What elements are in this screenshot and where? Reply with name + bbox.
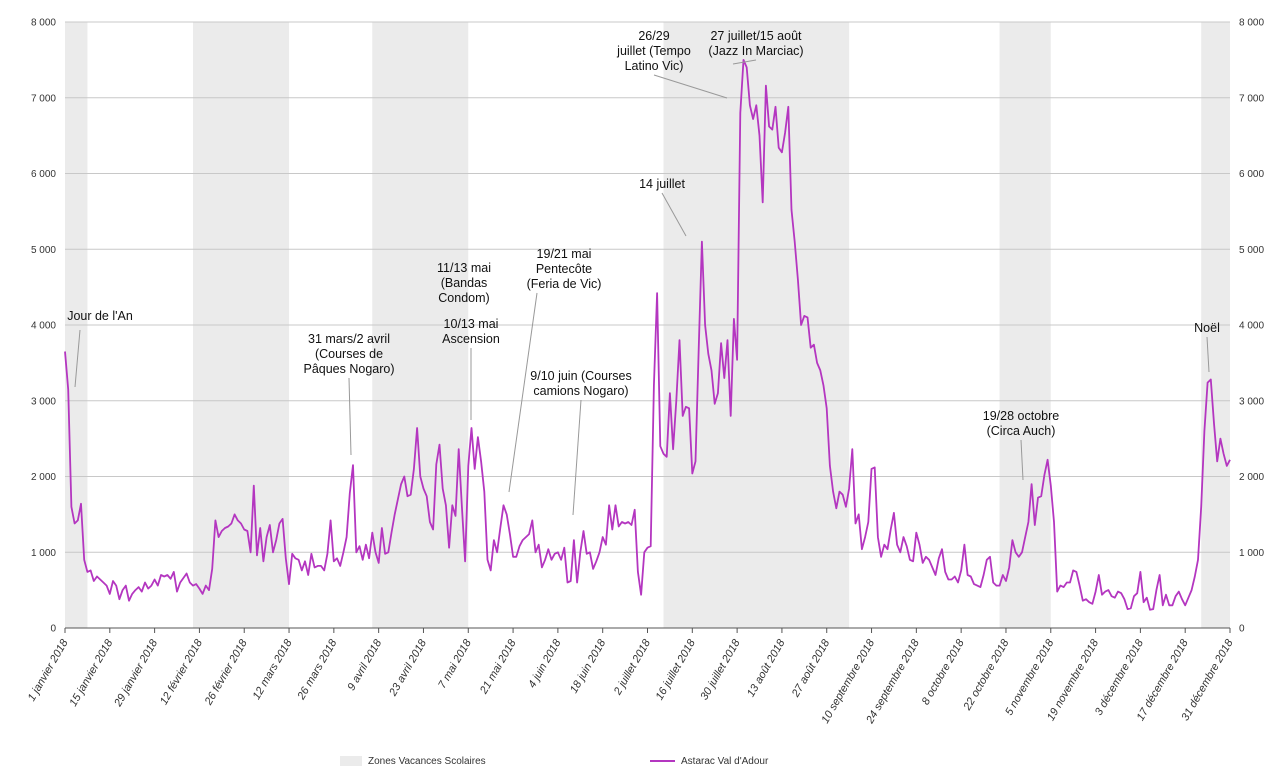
annotation-label: (Feria de Vic) <box>527 277 602 291</box>
x-tick-label: 26 mars 2018 <box>295 637 340 703</box>
series-line <box>64 59 1231 611</box>
x-tick-label: 15 janvier 2018 <box>67 637 115 709</box>
annotation-label: 9/10 juin (Courses <box>530 369 631 383</box>
x-tick-label: 23 avril 2018 <box>387 637 430 699</box>
annotation-label: (Jazz In Marciac) <box>708 44 803 58</box>
y-tick-label-right: 4 000 <box>1239 321 1264 332</box>
annotation-label: camions Nogaro) <box>533 384 628 398</box>
y-tick-label-right: 2 000 <box>1239 472 1264 483</box>
y-tick-label-right: 3 000 <box>1239 396 1264 407</box>
x-tick-label: 18 juin 2018 <box>568 637 609 696</box>
x-tick-label: 26 février 2018 <box>202 637 250 708</box>
x-tick-label: 30 juillet 2018 <box>698 637 743 703</box>
x-tick-label: 22 octobre 2018 <box>961 637 1012 713</box>
x-tick-label: 12 février 2018 <box>158 637 206 707</box>
annotation-label: Jour de l'An <box>67 309 133 323</box>
annotation-label: Ascension <box>442 332 500 346</box>
y-tick-label-right: 5 000 <box>1239 245 1264 256</box>
x-tick-label: 7 mai 2018 <box>436 637 474 691</box>
y-tick-label-right: 7 000 <box>1239 93 1264 104</box>
annotation-label: 11/13 mai <box>437 261 491 275</box>
x-tick-label: 5 novembre 2018 <box>1003 637 1057 718</box>
gridlines <box>65 21 1230 629</box>
y-tick-label: 4 000 <box>31 321 56 332</box>
x-tick-label: 29 janvier 2018 <box>112 637 161 710</box>
annotation: 19/28 octobre(Circa Auch) <box>983 409 1059 481</box>
annotations: Jour de l'An 31 mars/2 avril(Courses dePâ… <box>67 29 1220 516</box>
annotation-label: Noël <box>1194 321 1220 335</box>
y-tick-label-right: 8 000 <box>1239 18 1264 29</box>
y-tick-label-right: 1 000 <box>1239 548 1264 559</box>
annotation-label: Condom) <box>438 291 489 305</box>
annotation-label: juillet (Tempo <box>616 44 691 58</box>
y-tick-label: 6 000 <box>31 169 56 180</box>
annotation-leader <box>732 59 757 65</box>
y-tick-label-right: 6 000 <box>1239 169 1264 180</box>
y-tick-label-right: 0 <box>1239 624 1245 635</box>
annotation-leader <box>348 377 352 456</box>
annotation-label: 31 mars/2 avril <box>308 332 390 346</box>
legend: Zones Vacances Scolaires Astarac Val d'Ad… <box>340 756 769 767</box>
y-tick-label: 1 000 <box>31 548 56 559</box>
y-tick-label: 2 000 <box>31 472 56 483</box>
annotation-label: 19/21 mai <box>537 247 592 261</box>
x-tick-label: 16 juillet 2018 <box>654 637 699 703</box>
annotation-label: 10/13 mai <box>444 317 499 331</box>
x-tick-label: 2 juillet 2018 <box>611 637 653 698</box>
annotation-label: 26/29 <box>638 29 669 43</box>
x-tick-label: 3 décembre 2018 <box>1093 637 1147 718</box>
y-tick-label: 5 000 <box>31 245 56 256</box>
annotation: 27 juillet/15 août(Jazz In Marciac) <box>708 29 804 65</box>
y-axis-left: 0 1 000 2 000 3 000 4 000 5 000 6 000 7 000 8 00… <box>31 18 56 635</box>
annotation: Noël <box>1194 321 1220 373</box>
annotation: 14 juillet <box>639 177 687 237</box>
legend-label-vacation: Zones Vacances Scolaires <box>368 756 486 767</box>
y-axis-right: 0 1 000 2 000 3 000 4 000 5 000 6 000 7 000 8 00… <box>1239 18 1264 635</box>
x-tick-label: 9 avril 2018 <box>345 637 384 693</box>
legend-label-series: Astarac Val d'Adour <box>681 756 769 767</box>
x-tick-label: 8 octobre 2018 <box>920 637 968 707</box>
annotation-label: 19/28 octobre <box>983 409 1059 423</box>
annotation-label: (Courses de <box>315 347 383 361</box>
annotation-leader <box>74 329 81 388</box>
y-tick-label: 0 <box>50 624 56 635</box>
annotation-label: Pentecôte <box>536 262 592 276</box>
series-group <box>64 59 1231 611</box>
y-tick-label: 3 000 <box>31 396 56 407</box>
annotation-leader <box>572 399 582 516</box>
annotation-label: Pâques Nogaro) <box>303 362 394 376</box>
x-tick-label: 27 août 2018 <box>789 637 832 700</box>
annotation-label: 27 juillet/15 août <box>710 29 802 43</box>
annotation-label: 14 juillet <box>639 177 685 191</box>
annotation-leader <box>653 74 728 99</box>
annotation-label: (Circa Auch) <box>987 424 1056 438</box>
x-tick-label: 1 janvier 2018 <box>26 637 71 704</box>
x-tick-label: 13 août 2018 <box>745 637 788 699</box>
annotation-label: Latino Vic) <box>625 59 684 73</box>
x-tick-label: 4 juin 2018 <box>526 637 564 690</box>
y-tick-label: 7 000 <box>31 93 56 104</box>
annotation-leader <box>1020 439 1024 481</box>
annotation-label: (Bandas <box>441 276 488 290</box>
y-tick-label: 8 000 <box>31 18 56 29</box>
x-tick-label: 31 décembre 2018 <box>1179 637 1236 723</box>
x-tick-label: 12 mars 2018 <box>251 637 295 702</box>
legend-swatch-vacation <box>340 756 362 766</box>
annotation: Jour de l'An <box>67 309 133 388</box>
annotation-leader <box>661 192 687 237</box>
annotation-leader <box>508 292 538 493</box>
annotation-leader <box>1206 336 1210 373</box>
x-tick-label: 21 mai 2018 <box>478 637 520 697</box>
